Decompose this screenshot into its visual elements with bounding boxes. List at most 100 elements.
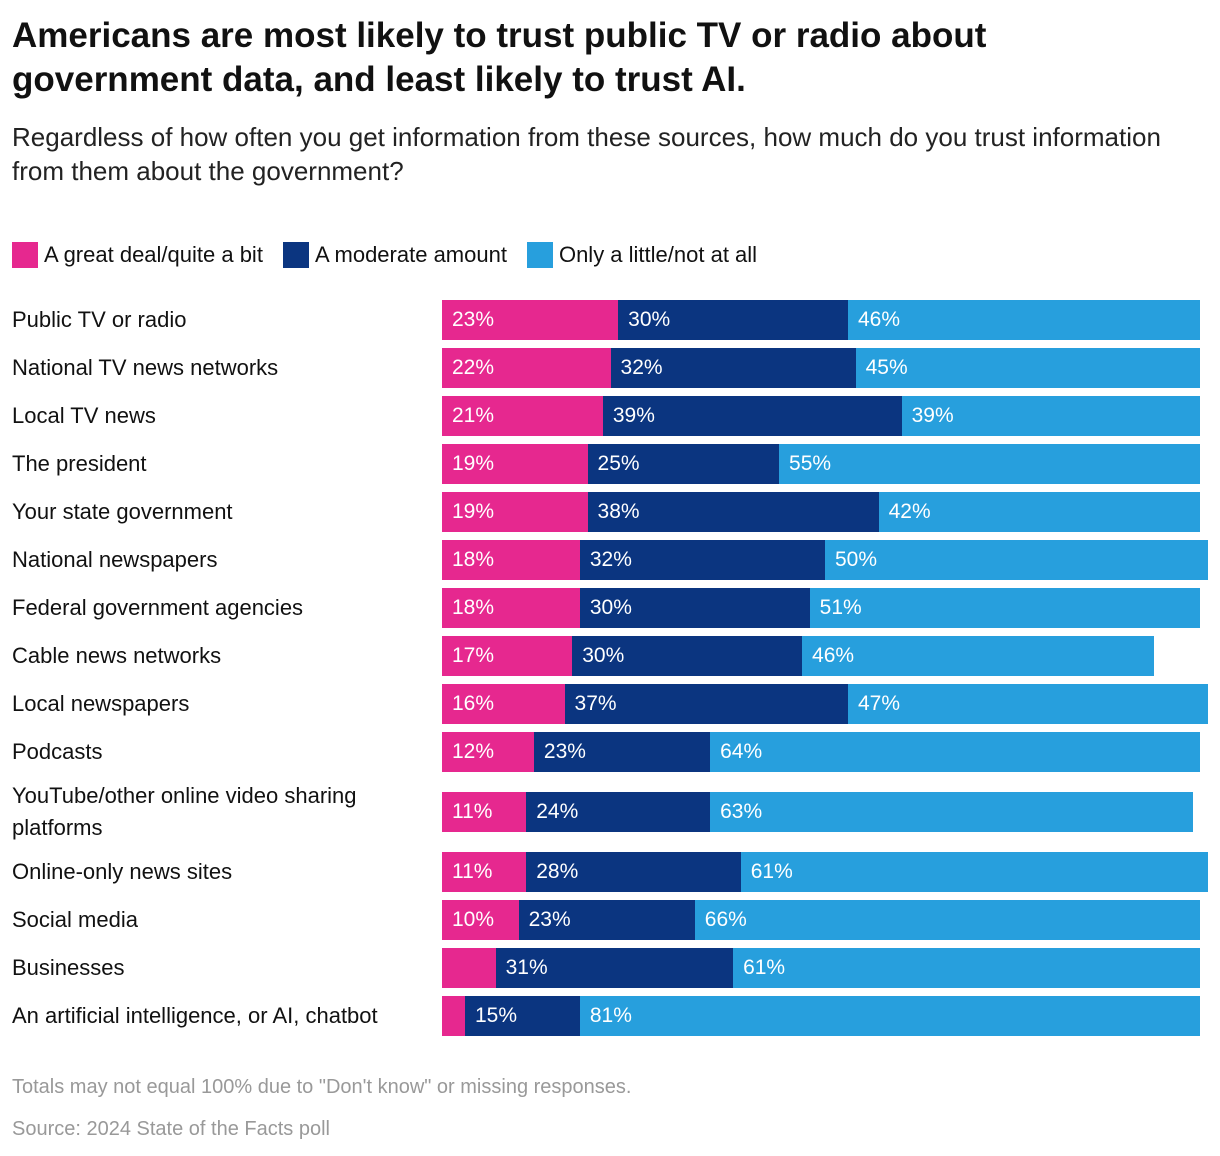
bar-segment: 25%	[587, 444, 780, 484]
bar-segment: 45%	[855, 348, 1201, 388]
bar-segment: 64%	[710, 732, 1201, 772]
bar-row: Local newspapers 16% 37% 47%	[12, 684, 1212, 724]
legend-item: A moderate amount	[282, 242, 507, 268]
bar-row: Public TV or radio 23% 30% 46%	[12, 300, 1212, 340]
data-label: 46%	[857, 308, 900, 331]
bar-segment: 19%	[442, 444, 588, 484]
data-label: 32%	[620, 356, 663, 379]
chart-title: Americans are most likely to trust publi…	[12, 16, 987, 99]
bar-segment: 66%	[694, 900, 1201, 940]
bar-row: National newspapers 18% 32% 50%	[12, 540, 1212, 580]
bar-segment: 19%	[442, 492, 588, 532]
bar-segment: 22%	[442, 348, 611, 388]
bar-row: Online-only news sites 11% 28% 61%	[12, 852, 1212, 892]
bar-segment: 23%	[442, 300, 619, 340]
bar-segment: 32%	[610, 348, 856, 388]
data-label: 61%	[750, 860, 793, 883]
data-label: 23%	[528, 908, 571, 931]
data-label: 30%	[582, 644, 625, 667]
data-label: 17%	[452, 644, 495, 667]
bar-segment: 23%	[533, 732, 711, 772]
category-label: Local newspapers	[12, 691, 190, 716]
category-label: National TV news networks	[12, 355, 279, 380]
bar-track: 22% 32% 45%	[442, 348, 1208, 388]
data-label: 30%	[628, 308, 671, 331]
data-label: 25%	[597, 452, 640, 475]
legend: A great deal/quite a bit A moderate amoun…	[12, 242, 757, 268]
category-label: Podcasts	[12, 739, 103, 764]
bar-track: 19% 38% 42%	[442, 492, 1208, 532]
plot-area: Public TV or radio 23% 30% 46% National TV n…	[12, 300, 1212, 1036]
bar-segment: 17%	[442, 636, 573, 676]
bar-track: 31% 61%	[442, 948, 1208, 988]
bar-row: Businesses 31% 61%	[12, 948, 1212, 988]
data-label: 39%	[911, 404, 954, 427]
bar-row: Your state government 19% 38% 42%	[12, 492, 1212, 532]
data-label: 31%	[505, 956, 548, 979]
bar-track: 17% 30% 46%	[442, 636, 1208, 676]
bar-segment: 31%	[495, 948, 734, 988]
bar-segment: 21%	[442, 396, 603, 436]
bar-segment: 46%	[802, 636, 1155, 676]
bar-row: An artificial intelligence, or AI, chatb…	[12, 996, 1212, 1036]
bar-segment	[442, 996, 465, 1036]
bar-row: Podcasts 12% 23% 64%	[12, 732, 1212, 772]
footnote: Totals may not equal 100% due to "Don't …	[12, 1076, 632, 1098]
bar-track: 21% 39% 39%	[442, 396, 1208, 436]
data-label: 45%	[865, 356, 908, 379]
data-label: 47%	[857, 692, 900, 715]
chart-subtitle: Regardless of how often you get informat…	[12, 122, 1161, 186]
bar-segment: 30%	[579, 588, 810, 628]
data-label: 61%	[743, 956, 786, 979]
bar-segment: 38%	[587, 492, 879, 532]
data-label: 38%	[597, 500, 640, 523]
data-label: 16%	[452, 692, 495, 715]
bar-segment: 18%	[442, 540, 580, 580]
bar-segment: 28%	[526, 852, 741, 892]
data-label: 23%	[543, 740, 586, 763]
bar-segment: 46%	[847, 300, 1201, 340]
bar-segment: 61%	[733, 948, 1201, 988]
data-label: 18%	[452, 548, 495, 571]
bar-segment: 24%	[526, 792, 711, 832]
bar-segment	[442, 948, 496, 988]
category-label: Social media	[12, 907, 138, 932]
bar-segment: 47%	[847, 684, 1208, 724]
bar-row: National TV news networks 22% 32% 45%	[12, 348, 1212, 388]
bar-row: The president 19% 25% 55%	[12, 444, 1212, 484]
legend-label: A great deal/quite a bit	[44, 242, 263, 267]
bar-track: 18% 32% 50%	[442, 540, 1208, 580]
bar-segment: 37%	[564, 684, 848, 724]
data-label: 55%	[789, 452, 832, 475]
data-label: 22%	[452, 356, 495, 379]
data-label: 12%	[452, 740, 495, 763]
category-label: Your state government	[12, 499, 233, 524]
bar-segment: 51%	[809, 588, 1201, 628]
data-label: 21%	[452, 404, 495, 427]
data-label: 81%	[589, 1004, 632, 1027]
bar-segment: 16%	[442, 684, 565, 724]
legend-swatch	[282, 242, 309, 268]
bar-track: 15% 81%	[442, 996, 1208, 1036]
category-label: Businesses	[12, 955, 125, 980]
data-label: 42%	[888, 500, 931, 523]
bar-segment: 30%	[618, 300, 848, 340]
bar-segment: 30%	[572, 636, 803, 676]
bar-row: Cable news networks 17% 30% 46%	[12, 636, 1212, 676]
data-label: 11%	[452, 860, 493, 883]
bar-segment: 11%	[442, 852, 527, 892]
data-label: 51%	[819, 596, 862, 619]
bar-track: 11% 28% 61%	[442, 852, 1208, 892]
data-label: 15%	[474, 1004, 517, 1027]
legend-item: Only a little/not at all	[526, 242, 757, 268]
category-label: Cable news networks	[12, 643, 222, 668]
bar-segment: 39%	[901, 396, 1201, 436]
bar-track: 18% 30% 51%	[442, 588, 1208, 628]
legend-label: A moderate amount	[314, 242, 507, 267]
data-label: 24%	[536, 800, 579, 823]
data-label: 64%	[720, 740, 763, 763]
category-label: Federal government agencies	[12, 595, 304, 620]
data-label: 19%	[452, 452, 495, 475]
bar-segment: 42%	[878, 492, 1201, 532]
